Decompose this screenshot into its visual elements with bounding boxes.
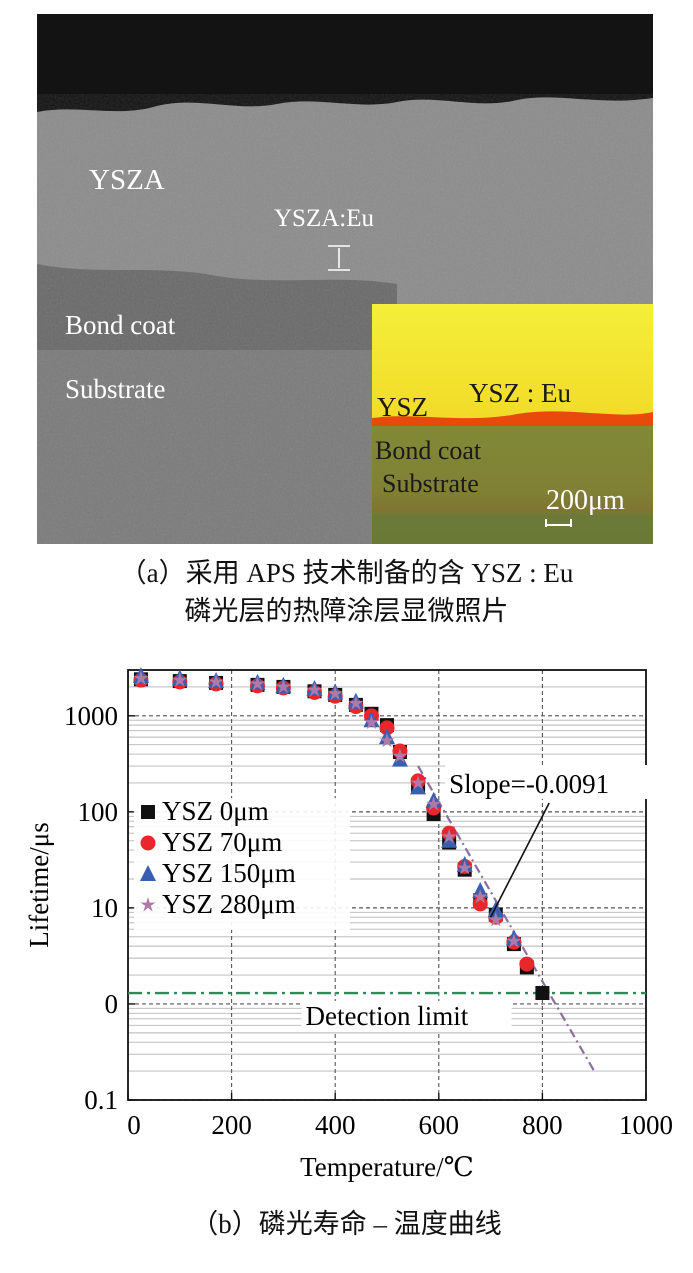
legend-label: YSZ 70μm	[162, 827, 282, 857]
data-point	[172, 672, 188, 687]
legend-label: YSZ 280μm	[162, 889, 296, 919]
label-bond-coat-left: Bond coat	[65, 310, 176, 340]
label-ysza: YSZA	[89, 164, 165, 196]
data-point	[379, 720, 395, 736]
detection-limit-label-bg	[301, 1001, 512, 1032]
legend-marker	[140, 865, 156, 881]
label-ysz: YSZ	[377, 392, 429, 422]
fit-line-path	[417, 765, 596, 1072]
label-ysz-eu: YSZ : Eu	[469, 378, 572, 408]
x-tick-label: 0	[127, 1110, 141, 1140]
data-point	[379, 732, 395, 748]
x-tick-label: 400	[315, 1110, 356, 1140]
legend-marker	[140, 835, 156, 851]
legend-marker	[140, 897, 156, 912]
annotation-pointer	[489, 802, 550, 918]
y-tick-label: 100	[78, 797, 119, 827]
label-bond-coat-right: Bond coat	[375, 436, 482, 465]
label-substrate-left: Substrate	[65, 374, 166, 404]
detection-limit: Detection limit	[128, 991, 646, 1032]
data-point	[208, 673, 224, 689]
x-tick-label: 800	[522, 1110, 563, 1140]
micrograph-drawing	[37, 14, 653, 544]
caption-b: （b）磷光寿命 – 温度曲线	[191, 1209, 502, 1239]
legend-marker	[141, 805, 155, 819]
data-point	[441, 828, 457, 844]
data-point	[472, 888, 488, 904]
data-point	[363, 714, 380, 730]
legend-box	[134, 798, 350, 930]
annotation-bg	[445, 764, 652, 799]
series-3	[133, 670, 522, 948]
data-point	[306, 682, 323, 697]
data-point	[472, 896, 488, 912]
y-tick-label: 1000	[64, 701, 118, 731]
x-axis-label: Temperature/℃	[300, 1152, 474, 1182]
data-point	[457, 860, 473, 875]
data-point	[519, 956, 535, 972]
layer-thickness-marker	[328, 245, 350, 271]
fit-line	[417, 765, 596, 1072]
micrograph-image: YSZA YSZA:Eu Bond coat Substrate YSZ YSZ…	[37, 14, 653, 544]
data-point	[249, 675, 266, 691]
data-point	[426, 796, 442, 811]
axis-ticks: 0 200 400 600 800 1000 0.1 0 10 100 1000	[64, 701, 673, 1140]
x-tick-label: 200	[211, 1110, 252, 1140]
data-point	[275, 678, 292, 694]
slope-annotation: Slope=-0.0091	[449, 769, 609, 799]
x-tick-label: 1000	[619, 1110, 673, 1140]
data-point	[392, 748, 408, 763]
y-tick-label: 10	[91, 893, 118, 923]
lifetime-temperature-chart: 0 200 400 600 800 1000 0.1 0 10 100 1000 Detection…	[24, 666, 673, 1182]
label-substrate-right: Substrate	[382, 469, 479, 498]
annotations: Slope=-0.0091	[445, 764, 652, 918]
data-point	[348, 695, 364, 710]
data-point	[410, 778, 427, 795]
label-scale-bar: 200μm	[546, 485, 625, 516]
data-point	[441, 831, 458, 848]
y-tick-label: 0	[105, 989, 119, 1019]
label-ysza-eu: YSZA:Eu	[274, 205, 374, 232]
data-point	[488, 911, 504, 927]
scale-bar	[545, 519, 572, 527]
legend-label: YSZ 150μm	[162, 858, 296, 888]
caption-a-line2: 磷光层的热障涂层显微照片	[184, 596, 509, 626]
data-point	[410, 774, 426, 790]
data-point	[487, 901, 504, 918]
data-point	[535, 986, 550, 1001]
x-tick-label: 600	[419, 1110, 460, 1140]
legend-label: YSZ 0μm	[162, 796, 269, 826]
data-point	[133, 670, 149, 685]
data-point	[506, 933, 522, 948]
caption-a-line1: （a）采用 APS 技术制备的含 YSZ : Eu	[119, 558, 574, 588]
y-tick-label: 0.1	[84, 1085, 118, 1115]
data-point	[327, 685, 343, 701]
y-axis-label: Lifetime/μs	[24, 822, 54, 947]
detection-limit-label: Detection limit	[306, 1001, 469, 1031]
data-series	[132, 666, 550, 1001]
plot-frame	[127, 669, 647, 1101]
